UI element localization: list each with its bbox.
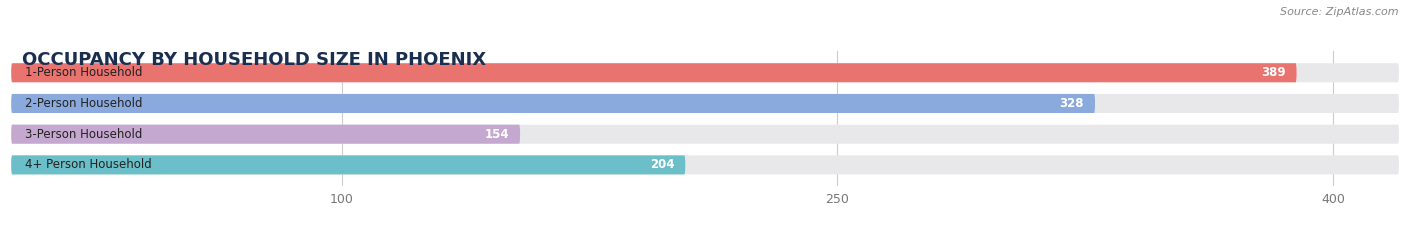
FancyBboxPatch shape (11, 125, 1399, 144)
Text: 4+ Person Household: 4+ Person Household (25, 158, 152, 171)
FancyBboxPatch shape (11, 94, 1095, 113)
FancyBboxPatch shape (11, 155, 685, 175)
Text: 2-Person Household: 2-Person Household (25, 97, 143, 110)
Text: Source: ZipAtlas.com: Source: ZipAtlas.com (1281, 7, 1399, 17)
Text: 204: 204 (650, 158, 675, 171)
Text: 154: 154 (485, 128, 509, 141)
FancyBboxPatch shape (11, 125, 520, 144)
FancyBboxPatch shape (11, 94, 1399, 113)
FancyBboxPatch shape (11, 63, 1296, 82)
FancyBboxPatch shape (11, 155, 1399, 175)
Text: OCCUPANCY BY HOUSEHOLD SIZE IN PHOENIX: OCCUPANCY BY HOUSEHOLD SIZE IN PHOENIX (22, 51, 486, 69)
FancyBboxPatch shape (11, 63, 1399, 82)
Text: 328: 328 (1060, 97, 1084, 110)
Text: 389: 389 (1261, 66, 1285, 79)
Text: 1-Person Household: 1-Person Household (25, 66, 143, 79)
Text: 3-Person Household: 3-Person Household (25, 128, 143, 141)
